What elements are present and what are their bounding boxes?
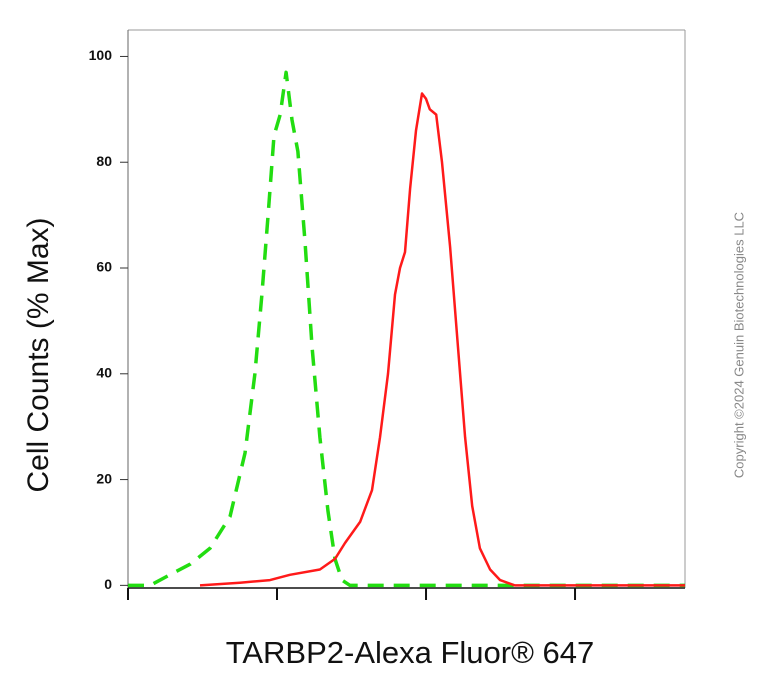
copyright: Copyright ©2024 Genuin Biotechnologies L… [731,212,746,478]
y-tick-label: 80 [96,153,112,169]
y-tick-label: 0 [104,576,112,592]
y-tick-label: 100 [89,47,113,63]
y-axis-label: Cell Counts (% Max) [22,217,55,492]
x-axis-label: TARBP2-Alexa Fluor® 647 [226,635,595,670]
y-tick-label: 20 [96,470,112,486]
y-tick-label: 40 [96,364,112,380]
y-tick-label: 60 [96,259,112,275]
histogram-line [199,92,685,587]
histogram-line [128,70,685,588]
